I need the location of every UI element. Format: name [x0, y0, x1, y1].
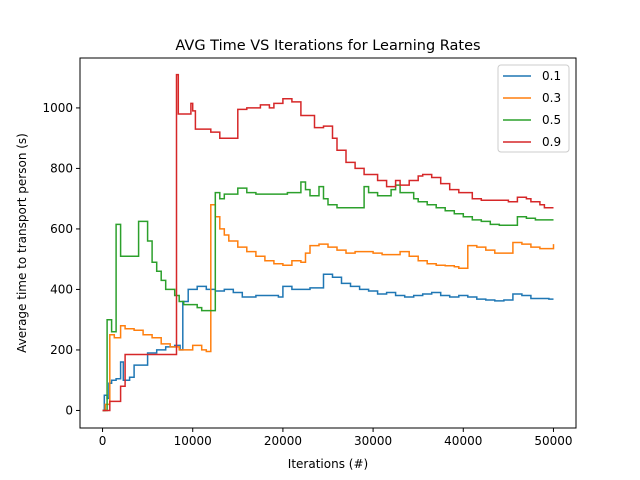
y-tick-label: 1000: [42, 101, 73, 115]
legend: 0.1 0.3 0.5 0.9: [497, 64, 570, 153]
legend-label: 0.5: [542, 113, 561, 127]
series-line-0-5: [102, 181, 554, 412]
x-tick-label: 50000: [534, 434, 572, 448]
series-line-0-9: [102, 73, 554, 412]
plot-lines: [102, 73, 555, 412]
legend-label: 0.9: [542, 135, 561, 149]
x-tick-label: 10000: [174, 434, 212, 448]
legend-box: [497, 64, 570, 153]
y-tick-label: 0: [65, 403, 73, 417]
x-axis-label: Iterations (#): [288, 457, 368, 471]
y-tick-label: 200: [50, 343, 73, 357]
y-axis-ticks: 0 200 400 600 800 1000: [42, 101, 80, 417]
series-line-0-1: [102, 273, 554, 412]
y-tick-label: 400: [50, 282, 73, 296]
plot-frame: [79, 57, 577, 429]
chart-title: AVG Time VS Iterations for Learning Rate…: [175, 38, 480, 54]
legend-label: 0.3: [542, 91, 561, 105]
y-tick-label: 600: [50, 222, 73, 236]
x-tick-label: 0: [99, 434, 107, 448]
x-tick-label: 30000: [354, 434, 392, 448]
series-line-0-3: [102, 203, 555, 412]
x-tick-label: 20000: [264, 434, 302, 448]
legend-label: 0.1: [542, 69, 561, 83]
y-axis-label: Average time to transport person (s): [15, 133, 29, 353]
x-tick-label: 40000: [444, 434, 482, 448]
y-tick-label: 800: [50, 161, 73, 175]
x-axis-ticks: 0 10000 20000 30000 40000 50000: [99, 428, 573, 448]
